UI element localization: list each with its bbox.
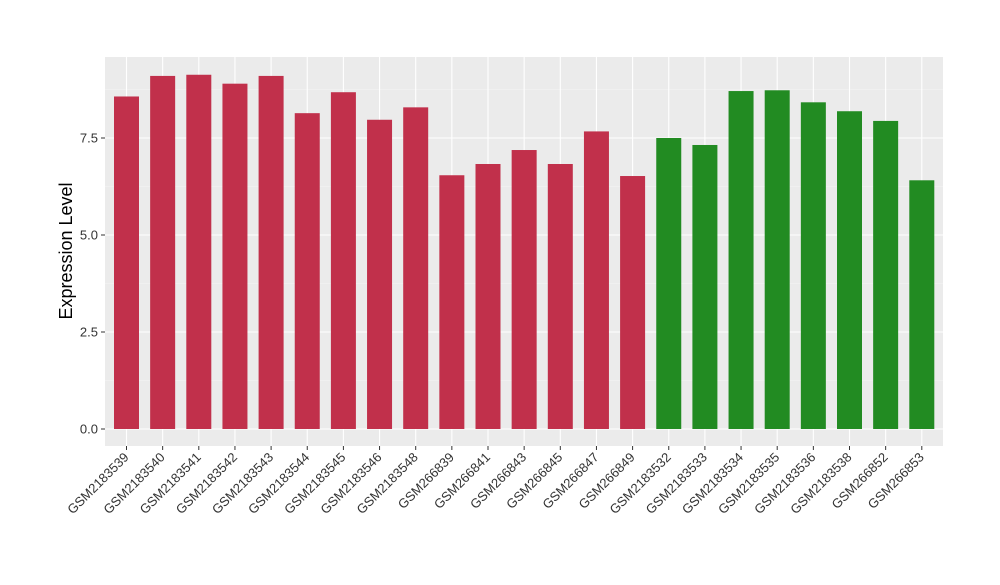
- bar-GSM2183546: [367, 119, 393, 429]
- bar-GSM266845: [547, 163, 573, 429]
- bar-GSM2183536: [800, 102, 826, 429]
- bar-GSM266849: [620, 176, 646, 429]
- bar-GSM266852: [873, 120, 899, 429]
- bar-GSM266847: [583, 131, 609, 430]
- x-axis: GSM2183539GSM2183540GSM2183541GSM2183542…: [64, 446, 927, 517]
- bar-GSM2183543: [258, 75, 284, 430]
- bar-GSM2183535: [764, 90, 790, 429]
- bar-GSM2183548: [403, 107, 429, 430]
- bar-GSM266853: [909, 180, 935, 429]
- x-tick-label: GSM2183539: [64, 450, 131, 517]
- bar-GSM2183542: [222, 83, 248, 430]
- bar-GSM2183545: [330, 92, 356, 429]
- bar-GSM2183544: [294, 113, 320, 429]
- bar-GSM2183534: [728, 91, 754, 429]
- bar-GSM2183533: [692, 144, 718, 429]
- y-tick-label: 7.5: [80, 131, 98, 146]
- y-axis: 0.0 2.5 5.0 7.5: [80, 131, 105, 437]
- y-tick-label: 0.0: [80, 422, 98, 437]
- bar-GSM2183540: [150, 75, 176, 430]
- bar-GSM2183541: [186, 74, 212, 430]
- y-tick-label: 2.5: [80, 325, 98, 340]
- bar-GSM266843: [511, 150, 537, 429]
- bar-GSM2183538: [837, 111, 862, 429]
- bar-GSM266841: [475, 163, 501, 429]
- y-tick-label: 5.0: [80, 228, 98, 243]
- bar-GSM266839: [439, 175, 465, 429]
- bar-GSM2183532: [656, 138, 682, 429]
- y-axis-title: Expression Level: [56, 182, 76, 319]
- bar-GSM2183539: [114, 96, 139, 429]
- bar-layer: [114, 74, 935, 430]
